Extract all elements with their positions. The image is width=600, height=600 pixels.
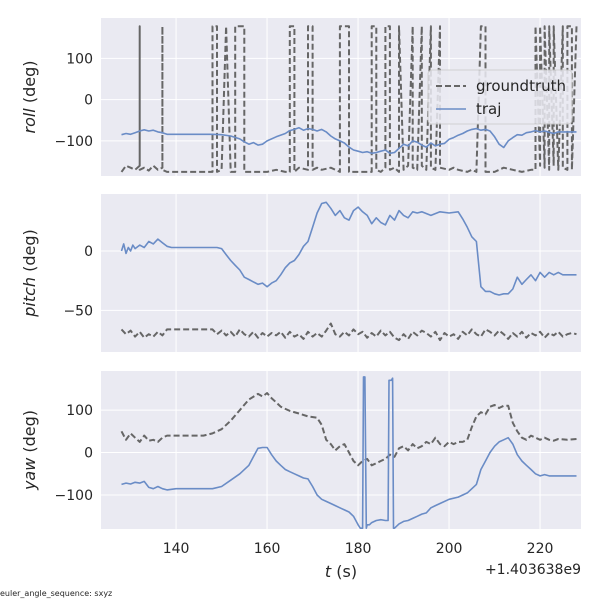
legend-label-traj: traj bbox=[476, 100, 501, 118]
traj-line-yaw bbox=[121, 376, 577, 529]
y-tick-label: 0 bbox=[84, 244, 93, 260]
plot-area-pitch bbox=[101, 194, 581, 352]
groundtruth-line-yaw bbox=[120, 392, 577, 467]
traj-line-roll bbox=[121, 126, 577, 155]
y-tick-label: −50 bbox=[63, 303, 93, 319]
y-tick-label: −100 bbox=[55, 134, 93, 150]
y-tick-label: 0 bbox=[84, 446, 93, 462]
footnote: euler_angle_sequence: sxyz bbox=[0, 589, 113, 598]
plot-area-yaw bbox=[101, 371, 581, 529]
legend: groundtruth traj bbox=[427, 69, 573, 125]
groundtruth-line-pitch bbox=[120, 322, 577, 342]
subplot-pitch: 0 −50 pitch (deg) bbox=[20, 194, 581, 352]
legend-label-groundtruth: groundtruth bbox=[476, 77, 566, 95]
groundtruth-line-roll bbox=[120, 25, 578, 173]
y-axis-label-pitch: pitch (deg) bbox=[20, 229, 39, 318]
x-tick-label: 140 bbox=[163, 541, 190, 557]
y-axis-label-yaw: yaw (deg) bbox=[20, 410, 39, 491]
x-offset-text: +1.403638e9 bbox=[485, 562, 581, 578]
y-tick-label: 100 bbox=[66, 403, 93, 419]
x-axis-label: t (s) bbox=[325, 562, 357, 581]
traj-line-pitch bbox=[120, 201, 577, 296]
subplot-roll: 100 0 −100 roll (deg) groundtruth traj bbox=[20, 18, 581, 176]
y-tick-label: 100 bbox=[66, 51, 93, 67]
x-tick-label: 160 bbox=[254, 541, 281, 557]
subplot-yaw: 100 0 −100 yaw (deg) 140 160 180 200 220 t (s) +1.… bbox=[20, 371, 581, 581]
x-tick-label: 200 bbox=[436, 541, 463, 557]
y-axis-label-roll: roll (deg) bbox=[20, 61, 39, 134]
y-tick-label: 0 bbox=[84, 93, 93, 109]
x-tick-label: 180 bbox=[345, 541, 372, 557]
y-tick-label: −100 bbox=[55, 488, 93, 504]
legend-box bbox=[427, 69, 573, 125]
x-tick-label: 220 bbox=[527, 541, 554, 557]
